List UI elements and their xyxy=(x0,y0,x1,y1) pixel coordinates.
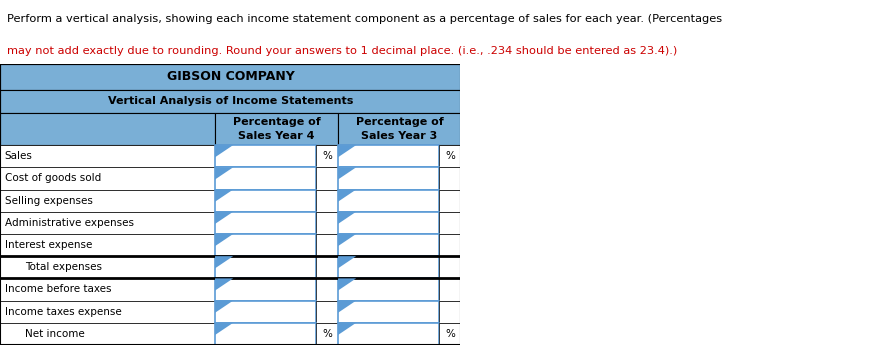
Bar xyxy=(338,212,439,234)
Polygon shape xyxy=(338,234,356,246)
Bar xyxy=(0,145,215,167)
Text: %: % xyxy=(322,151,332,161)
Bar xyxy=(338,256,439,278)
Bar xyxy=(439,256,461,278)
Bar xyxy=(0,189,215,212)
Text: Perform a vertical analysis, showing each income statement component as a percen: Perform a vertical analysis, showing eac… xyxy=(7,14,722,24)
Bar xyxy=(316,278,338,300)
Polygon shape xyxy=(338,212,356,224)
Bar xyxy=(338,189,439,212)
Bar xyxy=(215,145,316,167)
Bar xyxy=(338,234,439,256)
Text: Selling expenses: Selling expenses xyxy=(4,196,92,206)
Polygon shape xyxy=(338,278,356,290)
Bar xyxy=(439,234,461,256)
Bar xyxy=(316,189,338,212)
Bar xyxy=(0,234,215,256)
Text: Net income: Net income xyxy=(25,329,85,339)
Bar xyxy=(316,212,338,234)
Bar xyxy=(215,113,338,145)
Bar xyxy=(215,234,316,256)
Polygon shape xyxy=(215,189,233,202)
Polygon shape xyxy=(338,323,356,335)
Bar xyxy=(316,167,338,189)
Bar xyxy=(316,323,338,345)
Bar xyxy=(338,300,439,323)
Bar xyxy=(439,145,461,167)
Bar xyxy=(215,300,316,323)
Text: Interest expense: Interest expense xyxy=(4,240,92,250)
Polygon shape xyxy=(215,323,233,335)
Bar xyxy=(439,323,461,345)
Polygon shape xyxy=(215,256,233,268)
Bar xyxy=(338,167,439,189)
Text: Income before taxes: Income before taxes xyxy=(4,285,111,295)
Polygon shape xyxy=(215,278,233,290)
Bar xyxy=(215,189,316,212)
Bar xyxy=(316,256,338,278)
Text: GIBSON COMPANY: GIBSON COMPANY xyxy=(166,70,294,83)
Bar xyxy=(316,234,338,256)
Text: Percentage of
Sales Year 4: Percentage of Sales Year 4 xyxy=(233,117,320,141)
Bar xyxy=(338,323,439,345)
Bar xyxy=(439,278,461,300)
Bar xyxy=(316,300,338,323)
Bar xyxy=(215,212,316,234)
Text: may not add exactly due to rounding. Round your answers to 1 decimal place. (i.e: may not add exactly due to rounding. Rou… xyxy=(7,46,677,56)
Bar xyxy=(0,212,215,234)
Bar xyxy=(0,113,215,145)
Bar xyxy=(0,167,215,189)
Bar xyxy=(0,300,215,323)
Text: %: % xyxy=(445,329,455,339)
Bar xyxy=(0,90,461,113)
Bar xyxy=(215,278,316,300)
Polygon shape xyxy=(215,145,233,157)
Bar xyxy=(439,189,461,212)
Polygon shape xyxy=(338,189,356,202)
Bar xyxy=(0,64,461,90)
Bar xyxy=(215,256,316,278)
Bar xyxy=(316,145,338,167)
Bar xyxy=(338,145,439,167)
Text: Vertical Analysis of Income Statements: Vertical Analysis of Income Statements xyxy=(108,96,353,106)
Text: Income taxes expense: Income taxes expense xyxy=(4,307,122,317)
Polygon shape xyxy=(215,234,233,246)
Polygon shape xyxy=(215,300,233,313)
Polygon shape xyxy=(338,300,356,313)
Bar xyxy=(439,167,461,189)
Text: Administrative expenses: Administrative expenses xyxy=(4,218,133,228)
Bar xyxy=(439,300,461,323)
Bar xyxy=(215,323,316,345)
Bar xyxy=(338,113,461,145)
Polygon shape xyxy=(338,145,356,157)
Polygon shape xyxy=(338,167,356,179)
Bar xyxy=(215,167,316,189)
Bar xyxy=(0,256,215,278)
Text: Percentage of
Sales Year 3: Percentage of Sales Year 3 xyxy=(356,117,444,141)
Text: Total expenses: Total expenses xyxy=(25,262,102,272)
Bar xyxy=(0,323,215,345)
Polygon shape xyxy=(215,212,233,224)
Bar xyxy=(0,278,215,300)
Bar xyxy=(338,278,439,300)
Text: %: % xyxy=(322,329,332,339)
Text: Cost of goods sold: Cost of goods sold xyxy=(4,174,100,184)
Text: %: % xyxy=(445,151,455,161)
Bar xyxy=(439,212,461,234)
Text: Sales: Sales xyxy=(4,151,33,161)
Polygon shape xyxy=(215,167,233,179)
Polygon shape xyxy=(338,256,356,268)
